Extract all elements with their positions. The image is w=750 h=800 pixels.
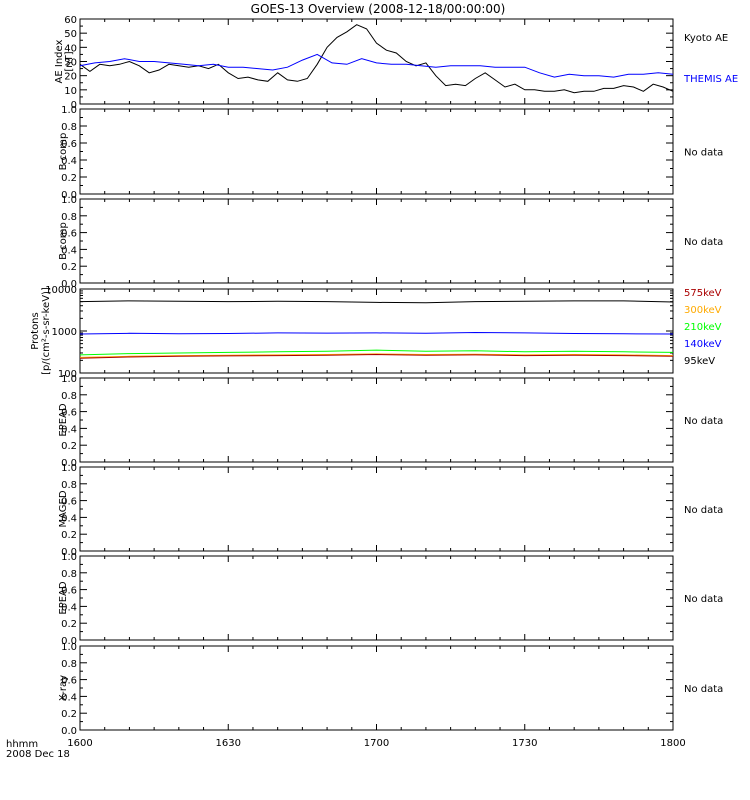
y-tick-label: 0.6: [61, 229, 77, 240]
y-tick-label: 0.8: [61, 391, 77, 402]
no-data-label: No data: [684, 416, 723, 427]
legend-kyoto-ae: Kyoto AE: [684, 33, 728, 44]
x-tick-label: 1800: [660, 738, 685, 749]
y-tick-label: 0.4: [61, 692, 77, 703]
y-tick-label: 0.4: [61, 602, 77, 613]
x-tick-label: 1600: [67, 738, 92, 749]
y-tick-label: 0.2: [61, 441, 77, 452]
x-tick-label: 1730: [512, 738, 537, 749]
y-tick-label: 1.0: [61, 105, 77, 116]
legend-575kev: 575keV: [684, 288, 722, 299]
panel-frame: [79, 466, 674, 552]
y-tick-label: 1.0: [61, 374, 77, 385]
y-tick-label: 20: [64, 72, 77, 83]
no-data-label: No data: [684, 148, 723, 159]
y-axis-label: B comp: [58, 133, 69, 171]
legend-210kev: 210keV: [684, 322, 722, 333]
y-tick-label: 0.0: [61, 726, 77, 737]
panel-7: 0.0 0.2 0.4 0.6 0.8 1.0 EPEAD No data: [58, 552, 723, 647]
panel-3: 0.0 0.2 0.4 0.6 0.8 1.0 B comp No data: [58, 195, 723, 290]
y-axis-label: X-ray: [58, 675, 69, 701]
series-line-300kev: [79, 353, 674, 358]
panel-frame: [79, 108, 674, 195]
y-tick-label: 0.4: [61, 424, 77, 435]
y-tick-label: 1.0: [61, 195, 77, 206]
y-tick-label: 0.6: [61, 139, 77, 150]
panels: 0 10 20 30 40 50 60 AE Index[nT] Kyoto AE THEMIS …: [30, 15, 738, 749]
y-tick-label: 0.0: [61, 279, 77, 290]
panel-5: 0.0 0.2 0.4 0.6 0.8 1.0 EPEAD No data: [58, 374, 723, 469]
y-tick-label: 0.4: [61, 156, 77, 167]
legend-95kev: 95keV: [684, 356, 715, 367]
y-tick-label: 0.2: [61, 530, 77, 541]
y-tick-label: 0.2: [61, 619, 77, 630]
y-tick-label: 0.8: [61, 659, 77, 670]
y-tick-label: 10000: [45, 285, 77, 296]
y-tick-label: 1.0: [61, 552, 77, 563]
x-tick-label: 1700: [364, 738, 389, 749]
y-tick-label: 50: [64, 29, 77, 40]
y-tick-label: 10: [64, 86, 77, 97]
no-data-label: No data: [684, 505, 723, 516]
y-tick-label: 0.6: [61, 586, 77, 597]
panel-8: 0.0 0.2 0.4 0.6 0.8 1.0 X-ray No data: [58, 642, 723, 737]
legend-300kev: 300keV: [684, 305, 722, 316]
y-tick-label: 0.8: [61, 480, 77, 491]
x-axis-label-date: 2008 Dec 18: [6, 749, 70, 760]
y-tick-label: 0.2: [61, 262, 77, 273]
panel-frame: [79, 645, 674, 731]
x-tick-label: 1630: [216, 738, 241, 749]
y-axis-label: AE Index[nT]: [54, 39, 75, 83]
panel-6: 0.0 0.2 0.4 0.6 0.8 1.0 MAGED No data: [58, 463, 723, 558]
y-tick-label: 0.6: [61, 408, 77, 419]
y-tick-label: 0.6: [61, 497, 77, 508]
y-tick-label: 0.8: [61, 569, 77, 580]
y-tick-label: 0.2: [61, 709, 77, 720]
panel-frame: [79, 555, 674, 641]
panel-frame: [79, 198, 674, 284]
series-line-95kev: [79, 300, 674, 304]
y-axis-label: EPEAD: [58, 403, 69, 437]
y-tick-label: 0.0: [61, 458, 77, 469]
y-tick-label: 0.0: [61, 636, 77, 647]
series-line-575kev: [79, 353, 674, 359]
legend-140kev: 140keV: [684, 339, 722, 350]
legend-themis-ae: THEMIS AE: [683, 74, 738, 85]
series-line-kyoto-ae: [79, 24, 674, 94]
y-tick-label: 0: [71, 100, 77, 111]
y-tick-label: 1.0: [61, 642, 77, 653]
series-line-210kev: [79, 349, 674, 356]
series-line-themis-ae: [79, 53, 674, 78]
y-axis-label: MAGED: [58, 490, 69, 527]
y-tick-label: 0.4: [61, 513, 77, 524]
y-axis-label: B comp: [58, 222, 69, 260]
y-tick-label: 0.0: [61, 547, 77, 558]
y-tick-label: 0.8: [61, 212, 77, 223]
chart-title: GOES-13 Overview (2008-12-18/00:00:00): [251, 2, 506, 16]
no-data-label: No data: [684, 594, 723, 605]
series-line-140kev: [79, 331, 674, 335]
y-tick-label: 0.6: [61, 676, 77, 687]
x-axis-label-hhmm: hhmm: [6, 739, 38, 750]
y-tick-label: 1000: [52, 327, 77, 338]
no-data-label: No data: [684, 684, 723, 695]
no-data-label: No data: [684, 237, 723, 248]
panel-2: 0.0 0.2 0.4 0.6 0.8 1.0 B comp No data: [58, 105, 723, 201]
y-tick-label: 100: [58, 369, 77, 380]
y-tick-label: 0.8: [61, 122, 77, 133]
y-tick-label: 0.2: [61, 173, 77, 184]
y-tick-label: 0.0: [61, 190, 77, 201]
y-axis-label: Protons[p/(cm²-s-sr-keV)]: [30, 287, 52, 375]
y-tick-label: 30: [64, 58, 77, 69]
y-tick-label: 40: [64, 43, 77, 54]
y-axis-label: EPEAD: [58, 581, 69, 615]
panel-1: 0 10 20 30 40 50 60 AE Index[nT] Kyoto AE THEMIS …: [54, 15, 738, 111]
y-tick-label: 1.0: [61, 463, 77, 474]
panel-frame: [79, 377, 674, 463]
y-tick-label: 60: [64, 15, 77, 26]
y-tick-label: 0.4: [61, 245, 77, 256]
